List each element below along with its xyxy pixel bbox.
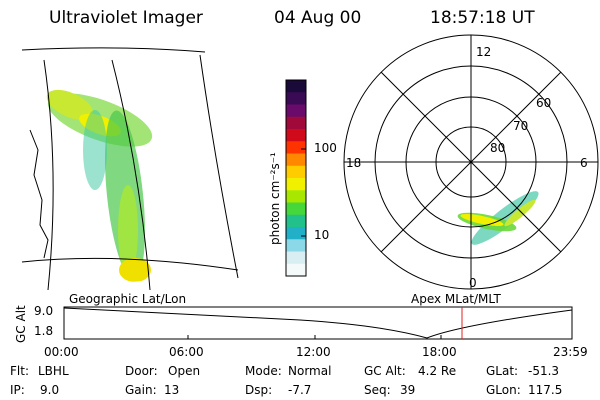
glat-value: -51.3: [528, 364, 560, 378]
observation-date: 04 Aug 00: [274, 8, 362, 28]
gc-xtick-2359: 23:59: [553, 345, 588, 359]
colorbar-segment: [286, 178, 306, 191]
gcalt-label: GC Alt:: [364, 364, 406, 378]
colorbar-segment: [286, 227, 306, 240]
glon-label: GLon:: [486, 383, 521, 397]
colorbar-segment: [286, 190, 306, 204]
door-value: Open: [168, 364, 201, 378]
glon-value: 117.5: [528, 383, 563, 397]
colorbar-segment: [286, 104, 306, 118]
mlt-label-6: 6: [580, 156, 588, 170]
colorbar-segment: [286, 214, 306, 228]
colorbar-segment: [286, 141, 306, 155]
colorbar-segment: [286, 92, 306, 106]
glat-label: GLat:: [486, 364, 519, 378]
colorbar-segment: [286, 116, 306, 130]
ip-label: IP:: [10, 383, 25, 397]
polar-caption: Apex MLat/MLT: [411, 292, 501, 306]
colorbar-segment: [286, 165, 306, 179]
ip-value: 9.0: [40, 383, 60, 397]
seq-label: Seq:: [364, 383, 391, 397]
map-caption: Geographic Lat/Lon: [69, 292, 187, 306]
gc-alt-ylabel: GC Alt: [14, 305, 28, 343]
gc-ytick-9: 9.0: [34, 304, 54, 318]
instrument-title: Ultraviolet Imager: [49, 8, 203, 28]
mlt-label-18: 18: [346, 156, 362, 170]
gc-xtick-1200: 12:00: [296, 345, 331, 359]
colorbar-segment: [286, 263, 306, 277]
seq-value: 39: [400, 383, 416, 397]
aurora-map-image: [46, 89, 153, 282]
mlat-label-80: 80: [490, 141, 506, 155]
mlt-label-12: 12: [476, 45, 492, 59]
gc-ytick-1-8: 1.8: [34, 324, 54, 338]
flt-value: LBHL: [38, 364, 69, 378]
dsp-label: Dsp:: [245, 383, 273, 397]
colorbar-segment: [286, 153, 306, 167]
mlat-label-60: 60: [536, 96, 552, 110]
colorbar-segment: [286, 239, 306, 253]
gc-xtick-0000: 00:00: [44, 345, 79, 359]
gc-xtick-0600: 06:00: [169, 345, 204, 359]
colorbar-segment: [286, 202, 306, 216]
colorbar-segment: [286, 80, 306, 93]
dsp-value: -7.7: [288, 383, 312, 397]
flt-label: Flt:: [10, 364, 29, 378]
gcalt-value: 4.2 Re: [418, 364, 457, 378]
mode-label: Mode:: [245, 364, 282, 378]
gain-value: 13: [164, 383, 180, 397]
colorbar-segment: [286, 251, 306, 265]
colorbar-tick-100: 100: [314, 141, 337, 155]
mlt-label-0: 0: [469, 276, 477, 290]
mode-value: Normal: [288, 364, 332, 378]
gc-xtick-1800: 18:00: [422, 345, 457, 359]
observation-time: 18:57:18 UT: [430, 8, 535, 28]
door-label: Door:: [125, 364, 158, 378]
colorbar-segment: [286, 129, 306, 142]
colorbar-tick-10: 10: [314, 228, 330, 242]
mlat-label-70: 70: [513, 119, 529, 133]
gain-label: Gain:: [125, 383, 157, 397]
